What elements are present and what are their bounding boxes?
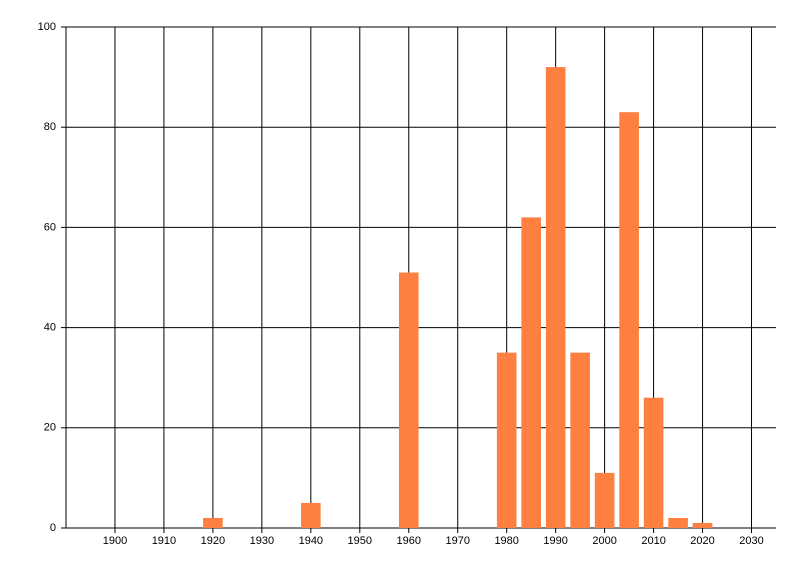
x-tick-label: 1990	[543, 535, 567, 547]
bar	[643, 397, 664, 528]
x-tick-label: 2000	[592, 535, 616, 547]
y-tick-label: 80	[44, 121, 56, 133]
x-tick-label: 1920	[201, 535, 225, 547]
x-tick-label: 2030	[739, 535, 763, 547]
x-tick-label: 1900	[103, 535, 127, 547]
y-tick-label: 100	[38, 21, 56, 33]
x-tick-label: 1950	[348, 535, 372, 547]
x-tick-label: 1910	[152, 535, 176, 547]
x-tick-label: 1940	[299, 535, 323, 547]
bar	[692, 522, 713, 528]
bar	[398, 272, 419, 528]
bar	[594, 472, 615, 528]
bar	[301, 502, 321, 528]
bar	[496, 352, 517, 528]
bar	[203, 517, 223, 528]
x-tick-label: 1960	[397, 535, 421, 547]
bar	[619, 112, 639, 529]
x-tick-label: 1980	[494, 535, 518, 547]
x-tick-label: 2020	[690, 535, 714, 547]
bar	[545, 67, 566, 528]
bar	[570, 352, 590, 528]
y-tick-label: 20	[44, 422, 56, 434]
y-tick-label: 60	[44, 221, 56, 233]
y-tick-label: 40	[44, 322, 56, 334]
x-tick-label: 1970	[445, 535, 469, 547]
x-tick-label: 2010	[641, 535, 665, 547]
bar	[521, 217, 541, 528]
y-tick-label: 0	[50, 522, 56, 534]
x-tick-label: 1930	[250, 535, 274, 547]
bar	[668, 517, 688, 528]
